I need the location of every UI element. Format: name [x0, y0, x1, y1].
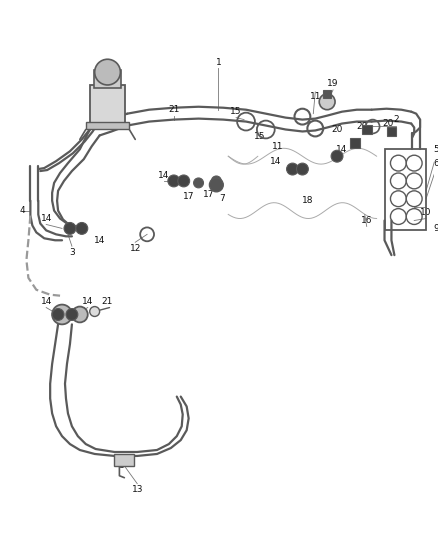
- Text: 4: 4: [20, 206, 25, 215]
- Bar: [386, 126, 396, 136]
- Text: 20: 20: [332, 125, 343, 134]
- Text: 3: 3: [69, 248, 75, 257]
- Circle shape: [168, 175, 180, 187]
- Circle shape: [331, 150, 343, 162]
- Circle shape: [297, 163, 308, 175]
- Circle shape: [194, 178, 204, 188]
- Text: 21: 21: [168, 105, 180, 114]
- Circle shape: [319, 94, 335, 110]
- Text: 12: 12: [130, 244, 141, 253]
- Text: 6: 6: [433, 159, 438, 167]
- Text: 2: 2: [394, 115, 399, 124]
- Circle shape: [66, 309, 78, 320]
- Text: 14: 14: [82, 297, 93, 306]
- Circle shape: [64, 222, 76, 235]
- Circle shape: [95, 59, 120, 85]
- Circle shape: [52, 309, 64, 320]
- Text: 11: 11: [272, 142, 283, 151]
- Text: 9: 9: [433, 224, 438, 233]
- Text: 7: 7: [219, 194, 225, 203]
- Circle shape: [178, 175, 190, 187]
- Bar: [350, 139, 360, 148]
- Circle shape: [76, 222, 88, 235]
- Bar: [362, 125, 372, 134]
- Text: 14: 14: [158, 172, 170, 181]
- Text: 14: 14: [40, 297, 52, 306]
- Text: 8: 8: [119, 462, 124, 470]
- Text: 15: 15: [254, 132, 265, 141]
- Text: 18: 18: [302, 196, 313, 205]
- Text: 10: 10: [420, 208, 432, 217]
- Text: 14: 14: [94, 236, 105, 245]
- Circle shape: [212, 176, 221, 186]
- Text: 14: 14: [270, 157, 281, 166]
- Circle shape: [286, 163, 298, 175]
- Text: 21: 21: [102, 297, 113, 306]
- Circle shape: [52, 304, 72, 325]
- Bar: [94, 70, 121, 88]
- Text: 5: 5: [433, 145, 438, 154]
- Text: 17: 17: [183, 192, 194, 201]
- Bar: [86, 122, 129, 130]
- Text: 14: 14: [40, 214, 52, 223]
- Text: 17: 17: [203, 190, 214, 199]
- Text: 19: 19: [327, 79, 339, 88]
- Text: 16: 16: [361, 216, 372, 225]
- Circle shape: [72, 306, 88, 322]
- Bar: [90, 85, 125, 128]
- Text: 1: 1: [215, 58, 221, 67]
- Text: 20: 20: [356, 122, 367, 131]
- Circle shape: [90, 306, 99, 317]
- Text: 13: 13: [131, 485, 143, 494]
- Text: 15: 15: [230, 107, 242, 116]
- Text: 20: 20: [383, 119, 394, 128]
- Bar: [114, 454, 134, 466]
- Bar: [323, 90, 331, 98]
- Text: 14: 14: [336, 145, 348, 154]
- Circle shape: [209, 178, 223, 192]
- Text: 11: 11: [310, 92, 321, 101]
- Bar: [385, 149, 426, 230]
